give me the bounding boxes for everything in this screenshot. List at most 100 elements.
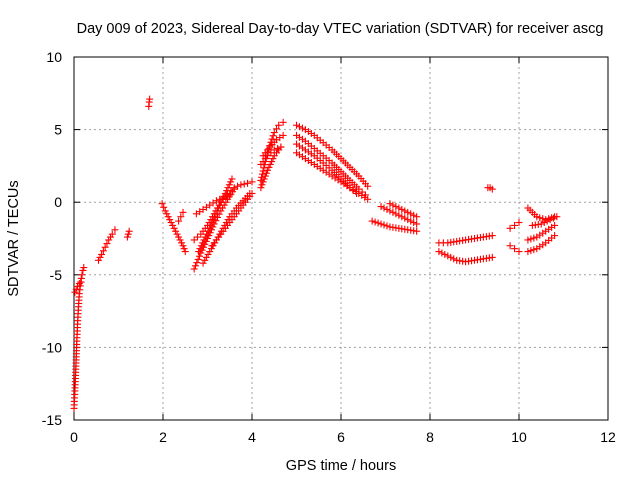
data-point xyxy=(268,158,276,166)
data-point xyxy=(237,181,245,189)
data-point xyxy=(298,124,306,132)
data-point xyxy=(392,210,400,218)
data-point xyxy=(75,280,83,288)
data-point xyxy=(201,256,209,264)
y-axis-label: SDTVAR / TECUs xyxy=(6,180,22,296)
data-point xyxy=(383,222,391,230)
data-point xyxy=(270,146,278,154)
data-point xyxy=(166,216,174,224)
data-point xyxy=(161,207,169,215)
data-point xyxy=(506,224,514,232)
data-point xyxy=(173,230,181,238)
data-point xyxy=(279,131,287,139)
data-point xyxy=(539,215,547,223)
x-tick-label: 12 xyxy=(600,429,616,445)
data-point xyxy=(160,203,168,211)
y-tick-label: -10 xyxy=(42,339,62,355)
x-tick-label: 2 xyxy=(159,429,167,445)
data-point xyxy=(179,208,187,216)
data-point xyxy=(389,208,397,216)
data-point xyxy=(204,250,212,258)
data-point xyxy=(193,233,201,241)
data-point xyxy=(447,253,455,261)
data-point xyxy=(398,213,406,221)
data-point xyxy=(106,233,114,241)
data-point xyxy=(444,252,452,260)
data-point xyxy=(199,259,207,267)
data-point xyxy=(179,242,187,250)
data-point xyxy=(441,250,449,258)
data-point xyxy=(215,201,223,209)
data-point xyxy=(181,248,189,256)
data-point xyxy=(244,179,252,187)
data-point xyxy=(180,245,188,253)
gridlines xyxy=(74,57,608,420)
data-point xyxy=(413,227,421,235)
data-point xyxy=(530,246,538,254)
data-point xyxy=(77,278,85,286)
data-point xyxy=(170,224,178,232)
data-point xyxy=(202,253,210,261)
data-point xyxy=(240,180,248,188)
data-point xyxy=(269,132,277,140)
data-point xyxy=(225,181,233,189)
y-tick-label: 5 xyxy=(54,122,62,138)
data-point xyxy=(511,245,519,253)
data-point xyxy=(265,163,273,171)
x-tick-label: 6 xyxy=(337,429,345,445)
data-point xyxy=(94,256,102,264)
data-point xyxy=(205,219,213,227)
data-point xyxy=(195,248,203,256)
data-point xyxy=(398,205,406,213)
data-point xyxy=(124,230,132,238)
data-point xyxy=(401,214,409,222)
data-point xyxy=(511,221,519,229)
data-point xyxy=(175,233,183,241)
data-point xyxy=(108,230,116,238)
data-point xyxy=(410,211,418,219)
x-tick-label: 4 xyxy=(248,429,256,445)
data-point xyxy=(265,145,273,153)
data-point xyxy=(228,175,236,183)
data-point xyxy=(543,217,551,225)
data-point xyxy=(206,248,214,256)
data-point xyxy=(72,285,80,293)
data-point xyxy=(293,121,300,129)
data-point xyxy=(277,143,285,151)
data-point xyxy=(201,233,209,241)
data-point xyxy=(383,205,391,213)
data-point xyxy=(99,247,107,255)
data-point xyxy=(395,211,403,219)
chart-title: Day 009 of 2023, Sidereal Day-to-day VTE… xyxy=(77,21,604,37)
data-point xyxy=(392,203,400,211)
data-point xyxy=(262,169,270,177)
data-point xyxy=(435,248,443,256)
data-point xyxy=(258,181,266,189)
data-point xyxy=(178,239,186,247)
data-point xyxy=(524,248,532,256)
data-point xyxy=(111,226,119,234)
data-point xyxy=(196,245,204,253)
data-point xyxy=(167,219,175,227)
data-point xyxy=(172,227,180,235)
data-point xyxy=(389,201,397,209)
data-point xyxy=(450,255,458,263)
data-point xyxy=(195,252,203,260)
data-point xyxy=(230,184,238,192)
data-point xyxy=(515,248,523,256)
data-point xyxy=(169,221,177,229)
x-tick-label: 10 xyxy=(511,429,527,445)
data-point xyxy=(269,155,277,163)
data-point xyxy=(407,210,415,218)
x-axis-label: GPS time / hours xyxy=(286,458,396,474)
data-point xyxy=(275,121,283,129)
data-point xyxy=(364,182,372,190)
data-point xyxy=(194,255,202,263)
data-point xyxy=(407,217,415,225)
data-point xyxy=(248,189,256,197)
data-point xyxy=(386,200,394,208)
data-point xyxy=(78,271,86,279)
y-tick-label: 10 xyxy=(46,49,62,65)
data-point xyxy=(404,208,412,216)
